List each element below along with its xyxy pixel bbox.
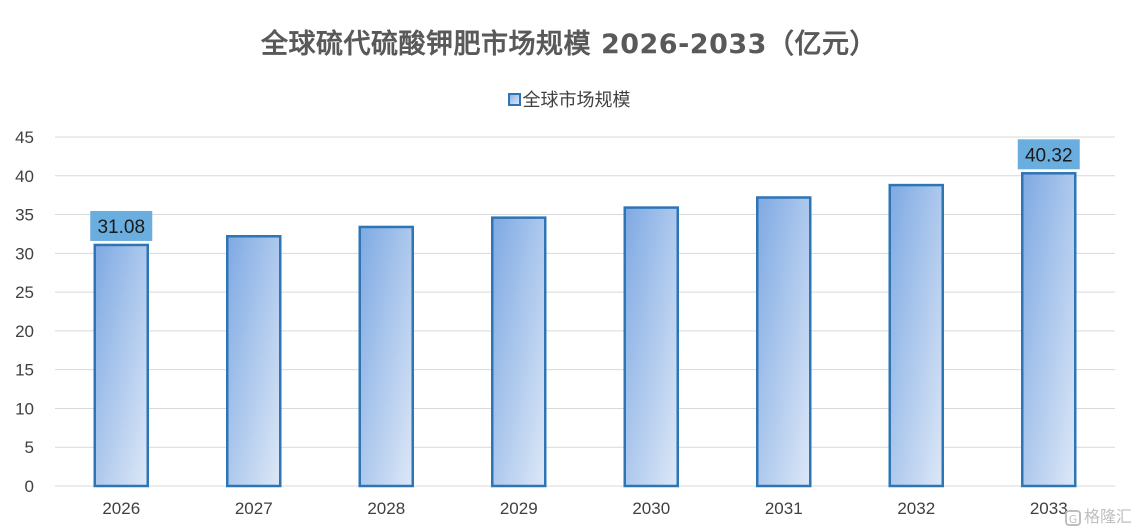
data-label-box xyxy=(90,210,153,241)
x-tick-label: 2027 xyxy=(235,499,273,518)
y-tick-label: 25 xyxy=(15,283,34,302)
x-tick-label: 2030 xyxy=(632,499,670,518)
y-tick-label: 45 xyxy=(15,128,34,147)
bar-2029 xyxy=(491,216,547,488)
y-tick-label: 40 xyxy=(15,167,34,186)
data-label-box xyxy=(1017,139,1080,170)
x-tick-label: 2033 xyxy=(1030,499,1068,518)
data-label: 31.08 xyxy=(97,217,145,238)
y-tick-label: 5 xyxy=(25,438,34,457)
y-tick-label: 15 xyxy=(15,361,34,380)
y-tick-label: 35 xyxy=(15,206,34,225)
bar-2028 xyxy=(358,225,414,488)
watermark-text: 格隆汇 xyxy=(1083,507,1132,526)
legend-label: 全球市场规模 xyxy=(522,90,631,111)
bar-2027 xyxy=(226,235,282,488)
bar-2026 xyxy=(93,243,149,488)
gelonghui-logo-icon: G xyxy=(1064,509,1081,526)
y-tick-label: 20 xyxy=(15,322,34,341)
bar-2031 xyxy=(756,196,812,488)
y-tick-label: 30 xyxy=(15,244,34,263)
chart-title: 全球硫代硫酸钾肥市场规模 2026-2033（亿元） xyxy=(261,29,877,60)
bar-2033 xyxy=(1021,172,1077,488)
x-tick-label: 2026 xyxy=(102,499,140,518)
x-tick-label: 2029 xyxy=(500,499,538,518)
x-tick-label: 2031 xyxy=(765,499,803,518)
bar-2032 xyxy=(888,183,944,488)
data-label: 40.32 xyxy=(1025,145,1073,166)
watermark: G 格隆汇 xyxy=(1064,503,1132,527)
y-tick-label: 10 xyxy=(15,399,34,418)
x-tick-label: 2032 xyxy=(897,499,935,518)
legend: 全球市场规模 xyxy=(0,86,1138,112)
x-tick-label: 2028 xyxy=(367,499,405,518)
y-tick-label: 0 xyxy=(25,477,34,496)
legend-swatch xyxy=(507,92,521,106)
bar-2030 xyxy=(623,206,679,488)
